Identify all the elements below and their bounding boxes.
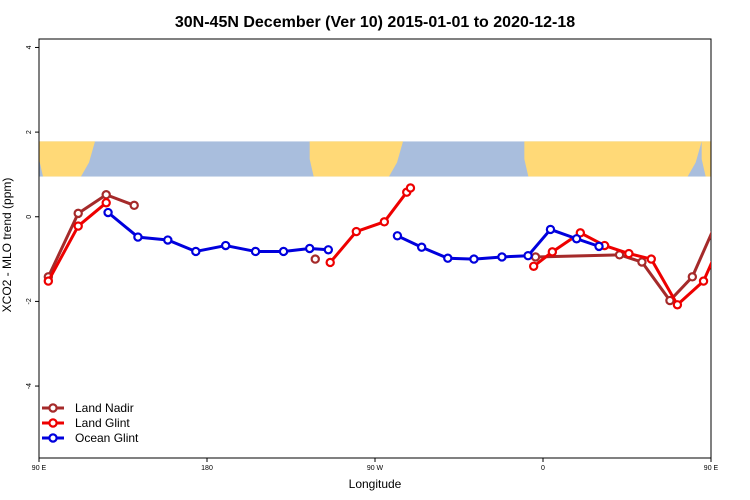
map-land-eurasia [524, 141, 702, 177]
data-point-ocean-glint [323, 245, 334, 255]
data-point-land-glint [672, 300, 683, 310]
y-tick-label: 4 [26, 45, 33, 49]
x-axis-label: Longitude [349, 477, 402, 491]
y-tick-label: -4 [26, 383, 33, 389]
data-point-land-glint [325, 257, 335, 268]
data-point-ocean-glint [469, 254, 479, 264]
data-point-land-nadir [73, 208, 83, 219]
series-line-land-nadir [46, 193, 135, 278]
data-point-land-glint [351, 226, 362, 237]
y-axis: 4 2 0 -2 -4 [26, 45, 39, 389]
data-point-ocean-glint [220, 240, 231, 251]
data-point-land-nadir [717, 210, 724, 217]
data-point-ocean-glint [103, 207, 113, 218]
data-point-ocean-glint [523, 250, 533, 261]
map-land-asia-east [701, 141, 711, 177]
data-point-land-nadir [530, 252, 541, 262]
data-point-land-nadir [310, 254, 320, 264]
data-point-land-nadir [129, 200, 139, 211]
series-line-land-glint [532, 231, 711, 307]
data-point-land-glint [73, 221, 83, 231]
series-land-nadir [43, 190, 750, 306]
legend-label-land-nadir: Land Nadir [75, 401, 134, 415]
data-point-land-glint [698, 276, 709, 286]
legend-label-ocean-glint: Ocean Glint [75, 431, 139, 445]
data-point-land-glint [405, 183, 416, 193]
data-point-ocean-glint [571, 234, 582, 244]
legend-label-land-glint: Land Glint [75, 416, 130, 430]
data-point-land-nadir [745, 191, 750, 198]
y-tick-label: 2 [26, 130, 33, 134]
chart-title: 30N-45N December (Ver 10) 2015-01-01 to … [175, 14, 575, 31]
data-point-land-nadir [637, 257, 647, 267]
data-point-ocean-glint [304, 243, 315, 254]
data-point-ocean-glint [594, 241, 604, 252]
data-point-ocean-glint [163, 235, 173, 245]
data-point-land-glint [101, 198, 111, 208]
data-point-ocean-glint [443, 253, 453, 263]
x-tick-label: 0 [541, 465, 545, 472]
data-point-land-glint [547, 247, 558, 257]
data-point-ocean-glint [497, 252, 507, 262]
data-point-ocean-glint [250, 246, 261, 257]
series-ocean-glint [103, 207, 604, 264]
map-land-north-america [309, 141, 403, 177]
x-tick-label: 90 E [704, 465, 719, 472]
legend-marker-land-glint [48, 418, 58, 428]
data-point-land-glint [646, 254, 656, 264]
y-axis-label: XCO2 - MLO trend (ppm) [0, 178, 14, 313]
series-line-land-glint [329, 186, 412, 264]
y-tick-label: -2 [26, 298, 33, 304]
data-point-ocean-glint [392, 231, 403, 241]
series-land-glint [43, 183, 731, 310]
data-point-land-glint [624, 248, 634, 259]
data-point-ocean-glint [133, 232, 143, 242]
map-land-asia-west [39, 141, 95, 177]
legend-marker-ocean-glint [48, 433, 58, 443]
data-point-ocean-glint [545, 224, 556, 235]
data-point-ocean-glint [278, 246, 289, 257]
data-point-ocean-glint [191, 246, 201, 257]
data-point-land-glint [724, 222, 731, 229]
y-tick-label: 0 [26, 215, 33, 219]
data-point-land-nadir [101, 190, 111, 200]
data-point-land-nadir [687, 272, 698, 282]
map-strip [39, 141, 711, 177]
data-point-land-glint [43, 276, 54, 286]
x-tick-label: 90 W [367, 465, 384, 472]
data-point-ocean-glint [416, 242, 427, 252]
series-line-land-nadir [535, 230, 711, 303]
series-group [43, 183, 750, 310]
data-point-land-glint [528, 261, 539, 271]
x-tick-label: 180 [201, 465, 213, 472]
series-line-ocean-glint [107, 211, 329, 253]
data-point-land-glint [379, 217, 390, 227]
legend-marker-land-nadir [48, 403, 58, 413]
x-tick-label: 90 E [32, 465, 47, 472]
